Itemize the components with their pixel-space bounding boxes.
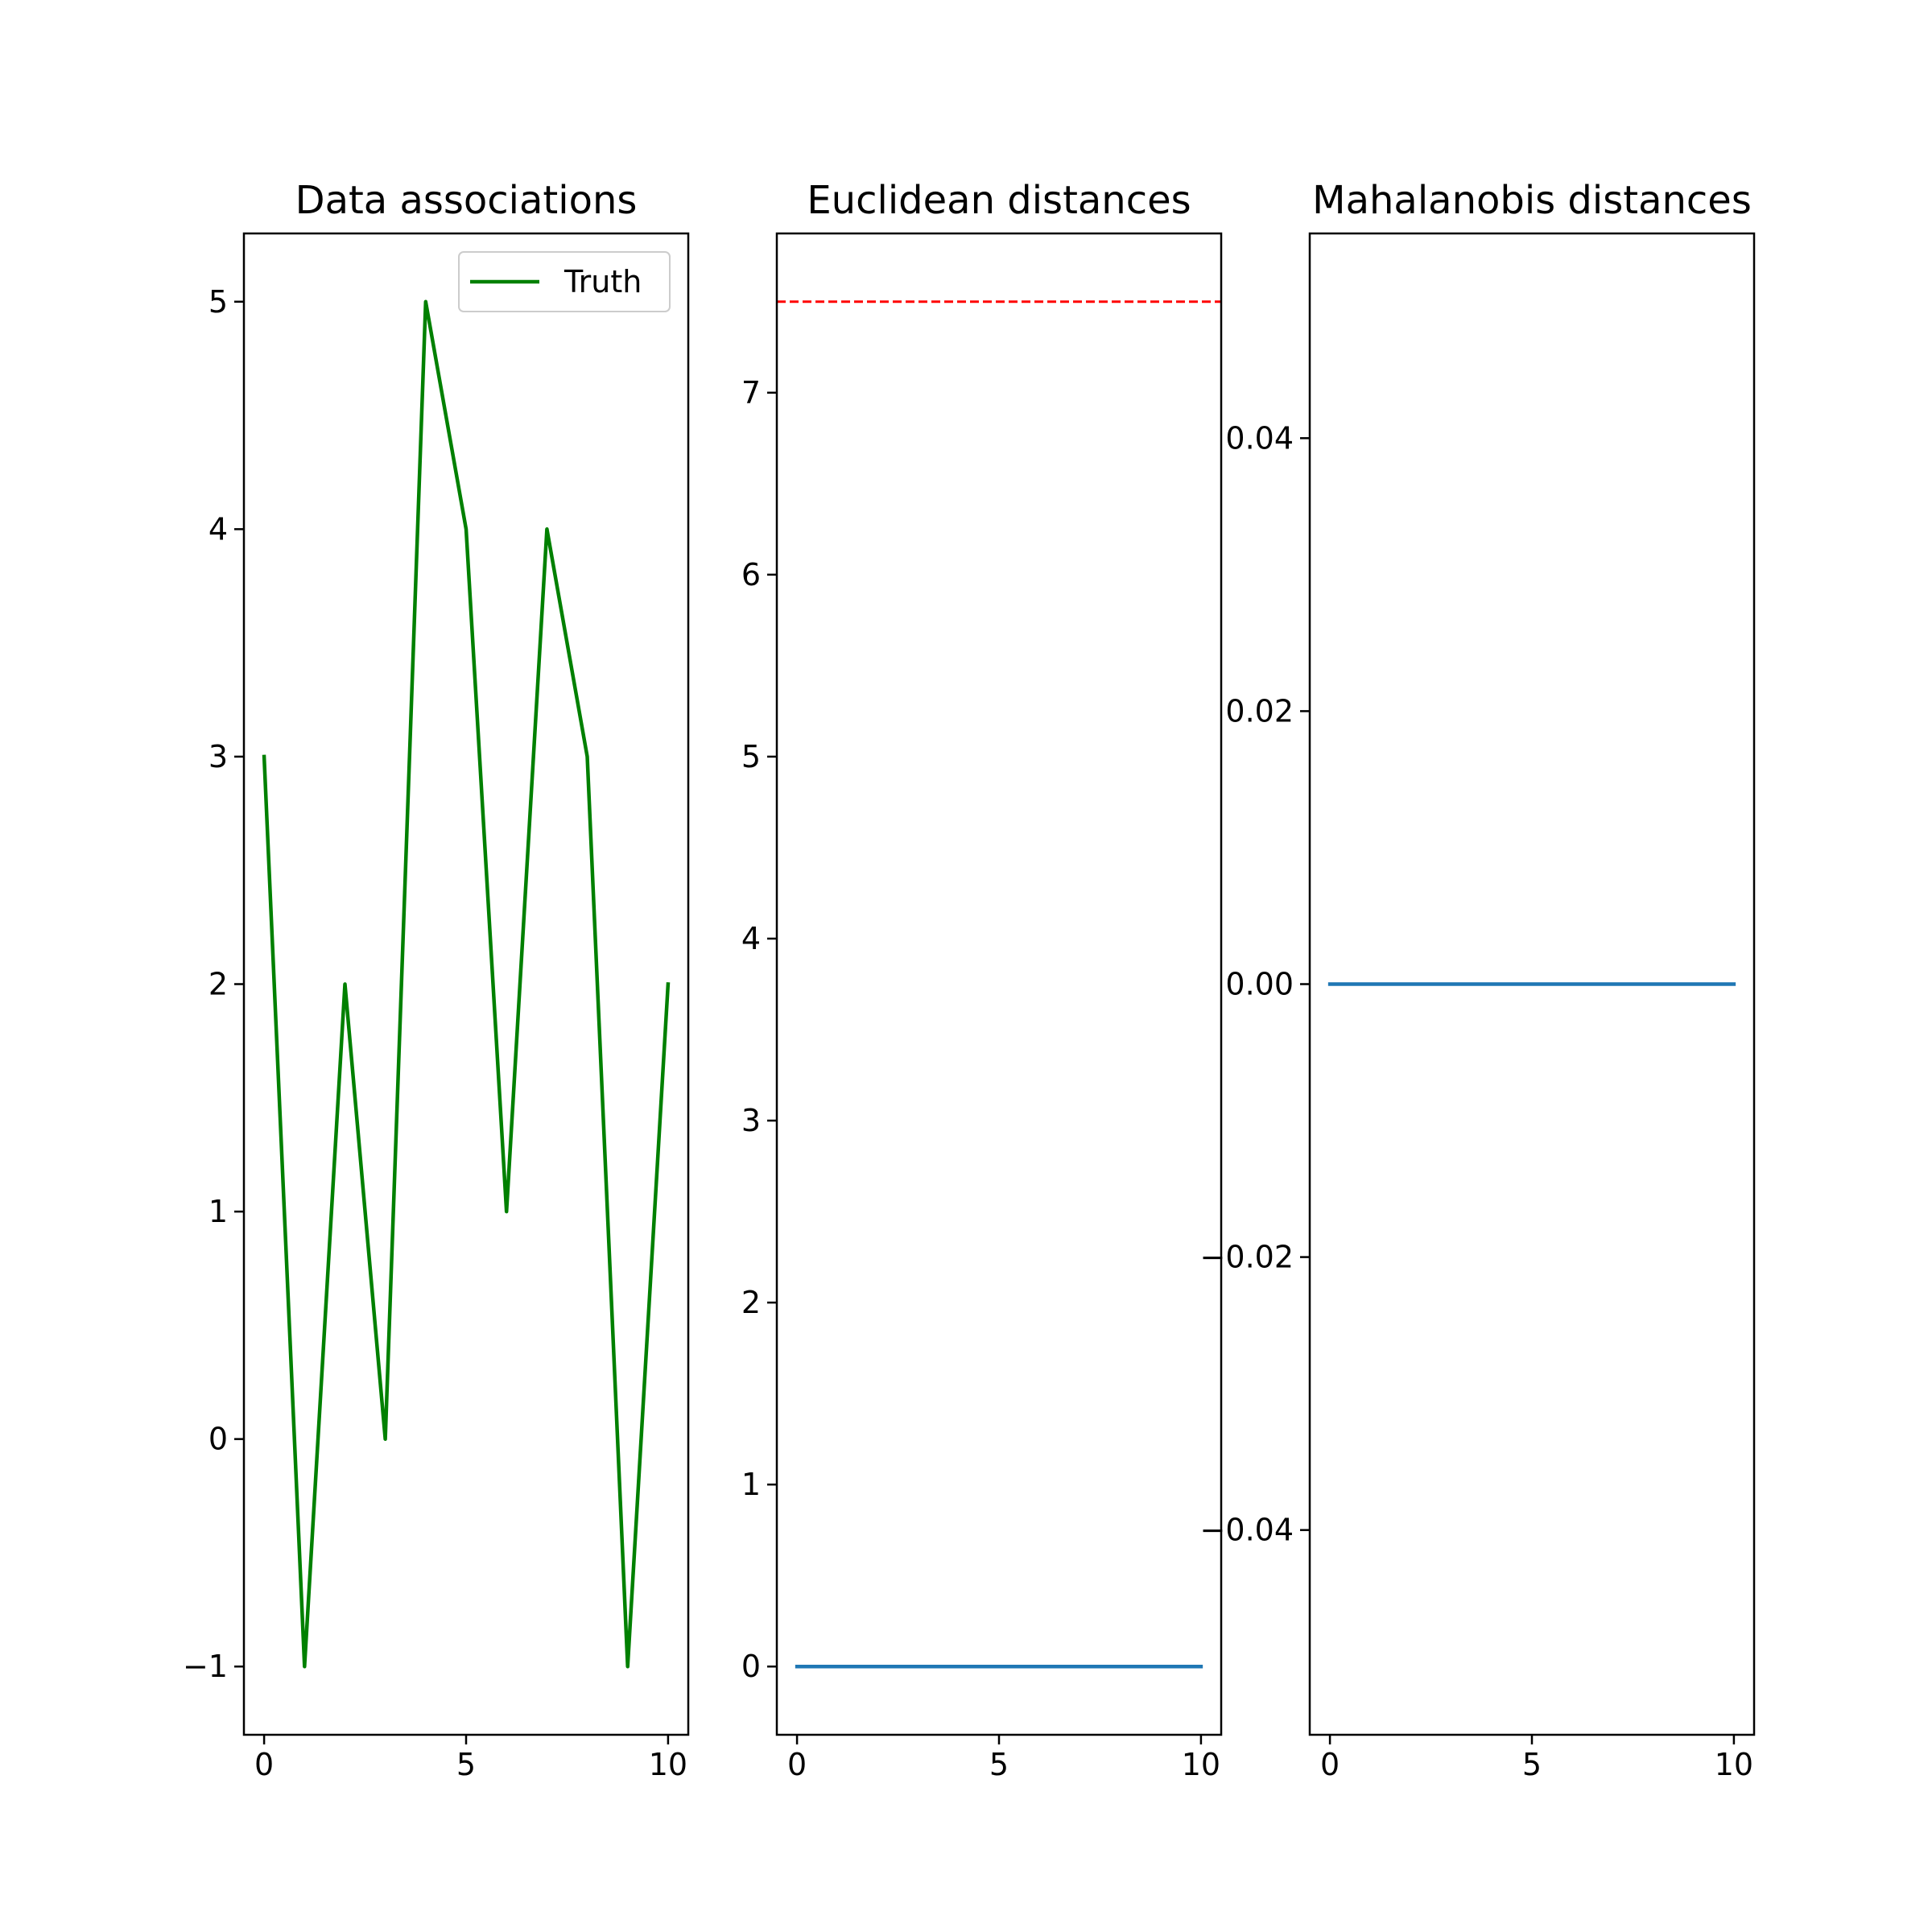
y-tick-label: −0.04 xyxy=(1200,1513,1294,1548)
y-tick-label: 4 xyxy=(741,921,761,956)
y-tick-label: −0.02 xyxy=(1200,1240,1294,1275)
y-tick-label: 2 xyxy=(741,1285,761,1320)
plot-area xyxy=(262,299,671,1669)
y-tick-label: 2 xyxy=(208,967,228,1002)
x-tick-label: 10 xyxy=(1715,1747,1753,1782)
subplot-2: Euclidean distances 0 5 10 0 1 2 3 4 5 6 7 xyxy=(741,178,1223,1782)
legend-label: Truth xyxy=(564,264,642,299)
x-tick-label: 0 xyxy=(1320,1747,1340,1782)
y-tick-label: 5 xyxy=(208,284,228,320)
y-tick-label: 0.02 xyxy=(1225,693,1294,729)
subplot-title: Euclidean distances xyxy=(807,178,1191,223)
plot-area xyxy=(777,300,1221,1669)
subplot-1: Data associations 0 5 10 −1 0 1 2 3 4 5 Truth xyxy=(183,178,690,1782)
x-tick-label: 5 xyxy=(1522,1747,1542,1782)
x-tick-label: 5 xyxy=(456,1747,476,1782)
x-tick-label: 0 xyxy=(787,1747,807,1782)
y-tick-label: 3 xyxy=(208,739,228,774)
y-tick-label: 0 xyxy=(208,1422,228,1457)
x-tick-label: 0 xyxy=(254,1747,274,1782)
subplot-3: Mahalanobis distances 0 5 10 −0.04 −0.02 0.00 0… xyxy=(1200,178,1756,1782)
x-tick-label: 10 xyxy=(649,1747,687,1782)
y-tick-label: 7 xyxy=(741,375,761,411)
y-tick-label: 4 xyxy=(208,511,228,547)
y-tick-label: −1 xyxy=(183,1649,228,1684)
x-tick-label: 10 xyxy=(1182,1747,1220,1782)
legend-box xyxy=(458,251,671,312)
y-tick-label: 3 xyxy=(741,1103,761,1138)
y-tick-label: 1 xyxy=(741,1467,761,1502)
y-tick-label: 1 xyxy=(208,1194,228,1229)
y-tick-label: 0.00 xyxy=(1225,967,1294,1002)
y-tick-label: 5 xyxy=(741,739,761,774)
subplot-title: Data associations xyxy=(295,178,638,223)
y-tick-label: 0.04 xyxy=(1225,420,1294,456)
y-tick-label: 0 xyxy=(741,1649,761,1684)
series-line-1 xyxy=(262,299,671,1669)
legend: Truth xyxy=(458,251,671,312)
y-tick-label: 6 xyxy=(741,557,761,592)
x-tick-label: 5 xyxy=(989,1747,1009,1782)
subplot-title: Mahalanobis distances xyxy=(1312,178,1752,223)
